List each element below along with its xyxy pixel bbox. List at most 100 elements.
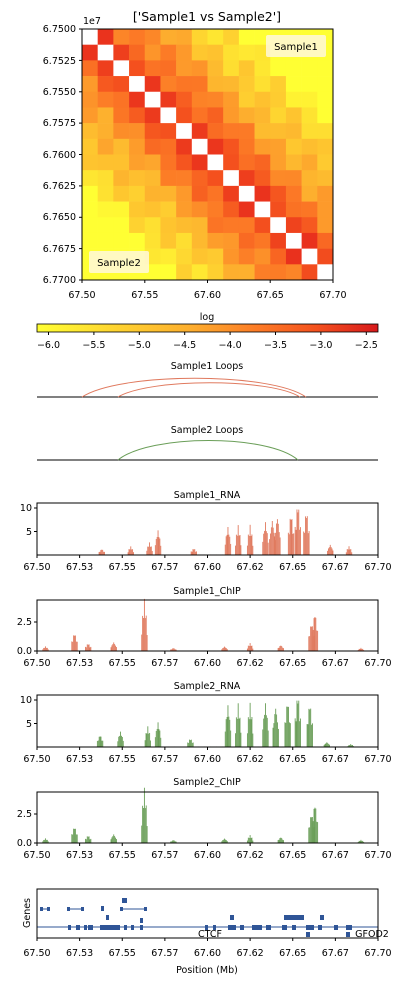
gene-exon [144,907,147,911]
heatmap-cell [129,76,146,93]
heatmap-y-tick-8: 6.7700 [43,275,76,286]
x-tick-label: 67.67 [322,850,349,861]
heatmap-cell [144,107,161,124]
heatmap-cell [238,217,255,234]
gene-exon [120,907,123,911]
colorbar-tick-7: −2.5 [355,340,378,351]
track-xaxis-s2rna: 67.50 67.53 67.55 67.57 67.60 67.62 67.65 67.67… [23,747,392,765]
heatmap-cell [270,201,287,218]
heatmap-cell [238,154,255,171]
heatmap-cell [254,123,271,140]
track-ytick-s1rna-1: 5 [26,527,32,538]
heatmap-cell [238,170,255,187]
heatmap-y-axis: 6.7500 6.7525 6.7550 6.7575 6.7600 6.762… [43,24,82,286]
heatmap-y-tick-5: 6.7625 [43,181,76,192]
track-bars-s1rna [37,509,378,555]
gene-exon [346,932,350,937]
heatmap-cell [317,232,334,249]
heatmap-cell [176,138,193,155]
heatmap-cell [254,60,271,77]
heatmap-cell [82,154,98,171]
heatmap-cell [129,217,146,234]
x-tick-label: 67.55 [109,754,136,765]
heatmap-cell [223,91,240,108]
heatmap-cell [97,107,114,124]
heatmap-cell [317,185,334,202]
x-tick-label: 67.57 [151,562,178,573]
gene-exon [230,915,234,920]
heatmap-cell [113,91,130,108]
gene-exon [47,907,50,911]
heatmap-cell [207,170,224,187]
sample1-loop-arc-outer [81,377,307,398]
heatmap-cell [176,91,193,108]
heatmap-cell [129,123,146,140]
heatmap-cell [144,29,161,45]
heatmap-cell [97,232,114,249]
x-tick-label: 67.70 [364,850,391,861]
heatmap-cell [191,44,208,61]
heatmap-cell [129,201,146,218]
heatmap-cell [191,29,208,45]
genes-ylabel: Genes [22,898,33,928]
x-tick-label: 67.65 [279,658,306,669]
gene-exon [140,925,143,930]
heatmap-cell [301,217,318,234]
heatmap-cell [238,29,255,45]
heatmap-cell [113,76,130,93]
heatmap-cell [144,217,161,234]
heatmap-cell [160,170,177,187]
heatmap-cell [176,217,193,234]
heatmap-cell [285,264,302,281]
heatmap-cell [82,185,98,202]
heatmap-cell [317,217,334,234]
heatmap-cell [270,248,287,265]
heatmap-cell [176,29,193,45]
heatmap-cell [176,170,193,187]
heatmap-cell [160,107,177,124]
heatmap-cell [97,201,114,218]
sample2-loops-title: Sample2 Loops [171,425,243,436]
heatmap-x-tick-0: 67.50 [68,290,95,301]
track-bars-s2chip [37,787,378,843]
heatmap-cell [144,232,161,249]
gene-exon [101,906,104,911]
heatmap-y-tick-2: 6.7550 [43,87,76,98]
heatmap-cell [301,170,318,187]
heatmap-cell [301,201,318,218]
heatmap-cell [238,107,255,124]
heatmap-cell [160,138,177,155]
heatmap-x-tick-4: 67.70 [319,290,346,301]
sample1-loops-title: Sample1 Loops [171,361,243,372]
heatmap-cell [160,29,177,45]
colorbar-tick-4: −4.0 [219,340,242,351]
heatmap-cell [317,60,334,77]
heatmap-cell [270,60,287,77]
heatmap-cell [254,201,271,218]
x-tick-label: 67.70 [364,948,391,959]
heatmap-cell [254,185,271,202]
heatmap-cell [129,185,146,202]
x-tick-label: 67.50 [23,658,50,669]
x-tick-label: 67.67 [322,754,349,765]
heatmap-cell [176,248,193,265]
track-title-s2rna: Sample2_RNA [174,681,241,692]
colorbar-label: log [200,312,214,323]
heatmap-x-tick-2: 67.60 [194,290,221,301]
heatmap-cell [97,185,114,202]
heatmap-cell [191,138,208,155]
heatmap-cell [285,201,302,218]
heatmap-cell [270,170,287,187]
gene-exon [140,918,143,923]
heatmap-cell [317,170,334,187]
heatmap-cell [191,217,208,234]
heatmap-cell [223,154,240,171]
heatmap-cell [129,60,146,77]
heatmap-cell [97,138,114,155]
heatmap-y-tick-0: 6.7500 [43,24,76,35]
heatmap-cell [223,44,240,61]
heatmap-cell [160,60,177,77]
heatmap-cell [317,123,334,140]
heatmap-cell [160,76,177,93]
heatmap-cell [144,185,161,202]
